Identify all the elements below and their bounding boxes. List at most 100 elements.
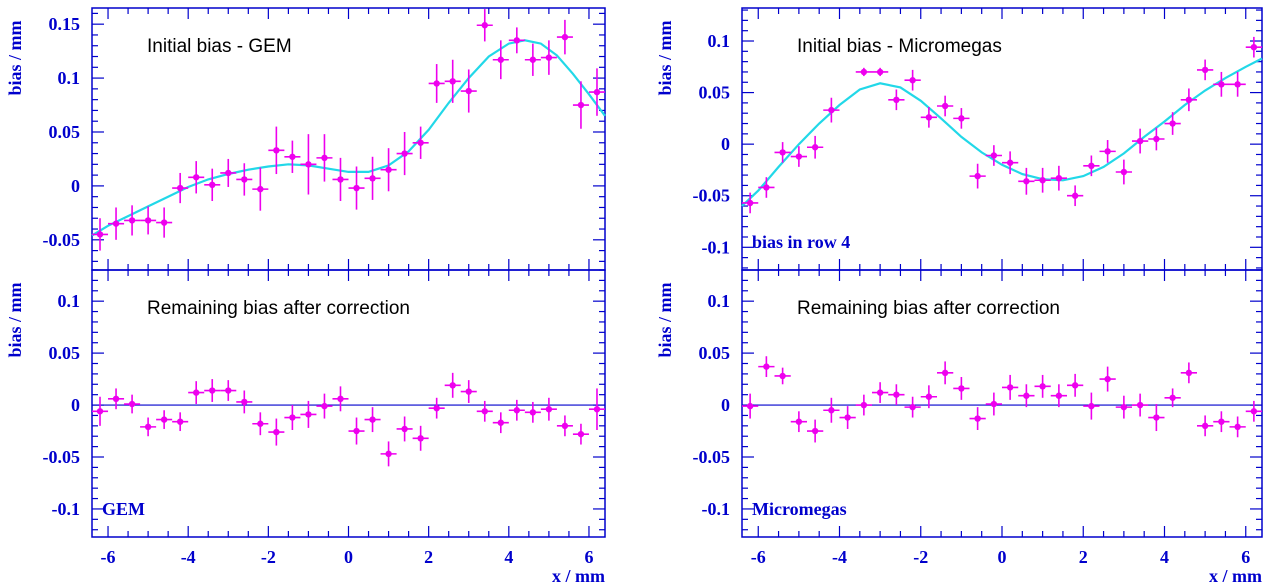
panel-annotation: Remaining bias after correction (797, 298, 1060, 319)
y-tick-label: 0 (71, 395, 80, 415)
data-point (348, 166, 365, 210)
data-point (1002, 374, 1019, 400)
data-marker (465, 388, 472, 395)
data-marker (449, 382, 456, 389)
data-marker (561, 422, 569, 430)
data-point (140, 417, 157, 437)
y-tick-label: 0.05 (49, 343, 81, 363)
data-marker (1039, 383, 1046, 390)
data-marker (990, 400, 998, 408)
data-marker (1071, 382, 1079, 389)
data-point (1132, 128, 1149, 154)
data-point (252, 412, 269, 436)
data-point (220, 380, 237, 401)
data-marker (958, 115, 965, 122)
data-point (412, 425, 429, 451)
data-marker (128, 400, 136, 408)
data-marker (1136, 137, 1144, 145)
data-point (790, 411, 807, 433)
data-point (156, 207, 173, 238)
data-point (588, 68, 605, 116)
data-point (888, 89, 905, 111)
data-point (460, 69, 477, 113)
data-point (396, 416, 413, 442)
data-marker (465, 87, 472, 95)
data-point (444, 372, 461, 398)
data-point (492, 40, 509, 80)
data-point (1213, 71, 1230, 97)
data-point (1067, 185, 1084, 207)
data-point (1148, 127, 1165, 151)
data-point (188, 161, 205, 194)
data-point (823, 397, 840, 423)
data-marker (545, 406, 553, 413)
data-marker (763, 184, 770, 191)
data-point (758, 177, 775, 198)
fit-curve (741, 57, 1263, 207)
data-point (969, 407, 986, 430)
data-point (774, 367, 791, 385)
y-tick-label: -0.05 (43, 447, 81, 467)
x-tick-label: 0 (344, 547, 353, 567)
data-point (380, 148, 397, 192)
y-tick-label: 0.1 (708, 31, 731, 51)
data-marker (401, 425, 408, 433)
data-marker (497, 419, 504, 426)
plot-panel-3: -0.1 -0.05 0 0.05 0.1 bias / mm Initial bias -… (655, 7, 1263, 271)
y-tick-label: 0.05 (699, 83, 731, 103)
data-point (920, 385, 937, 409)
data-point (316, 393, 333, 419)
data-point (316, 134, 333, 182)
data-point (556, 415, 573, 437)
data-marker (353, 184, 360, 192)
data-point (508, 27, 525, 54)
data-point (839, 406, 856, 429)
x-axis-title: x / mm (552, 566, 605, 586)
data-point (300, 134, 317, 195)
data-marker (160, 219, 168, 226)
data-point (1245, 36, 1262, 58)
data-marker (112, 395, 120, 403)
data-marker (209, 387, 216, 394)
data-marker (941, 369, 949, 377)
y-tick-label: 0.05 (49, 122, 81, 142)
data-marker (746, 402, 754, 410)
x-tick-label: 6 (584, 547, 593, 567)
data-marker (497, 56, 504, 63)
data-marker (1104, 375, 1111, 383)
data-point (204, 168, 221, 201)
data-point (364, 407, 381, 433)
data-marker (893, 391, 900, 398)
data-point (124, 394, 141, 414)
data-point (920, 107, 937, 128)
data-marker (1088, 162, 1095, 170)
data-marker (1201, 66, 1209, 74)
y-axis-title: bias / mm (5, 20, 25, 95)
data-marker (990, 152, 998, 159)
data-marker (1055, 392, 1063, 399)
panel-annotation: Initial bias - GEM (147, 36, 292, 57)
data-marker (289, 153, 296, 160)
data-marker (128, 217, 136, 224)
data-point (220, 158, 237, 187)
data-marker (176, 184, 184, 192)
data-marker (225, 387, 232, 394)
data-marker (779, 149, 786, 156)
data-marker (209, 181, 216, 189)
data-point (823, 97, 840, 123)
data-marker (828, 106, 835, 114)
data-marker (241, 398, 248, 406)
data-point (790, 146, 807, 167)
y-tick-label: -0.05 (43, 230, 81, 250)
data-marker (273, 428, 280, 436)
y-tick-label: 0 (721, 395, 730, 415)
data-marker (1071, 192, 1079, 199)
x-tick-label: -6 (101, 547, 116, 567)
data-point (985, 145, 1002, 166)
data-marker (369, 175, 376, 182)
data-marker (577, 101, 585, 109)
data-point (1099, 366, 1116, 392)
data-point (1034, 374, 1051, 398)
data-marker (577, 430, 585, 438)
data-point (380, 441, 397, 467)
